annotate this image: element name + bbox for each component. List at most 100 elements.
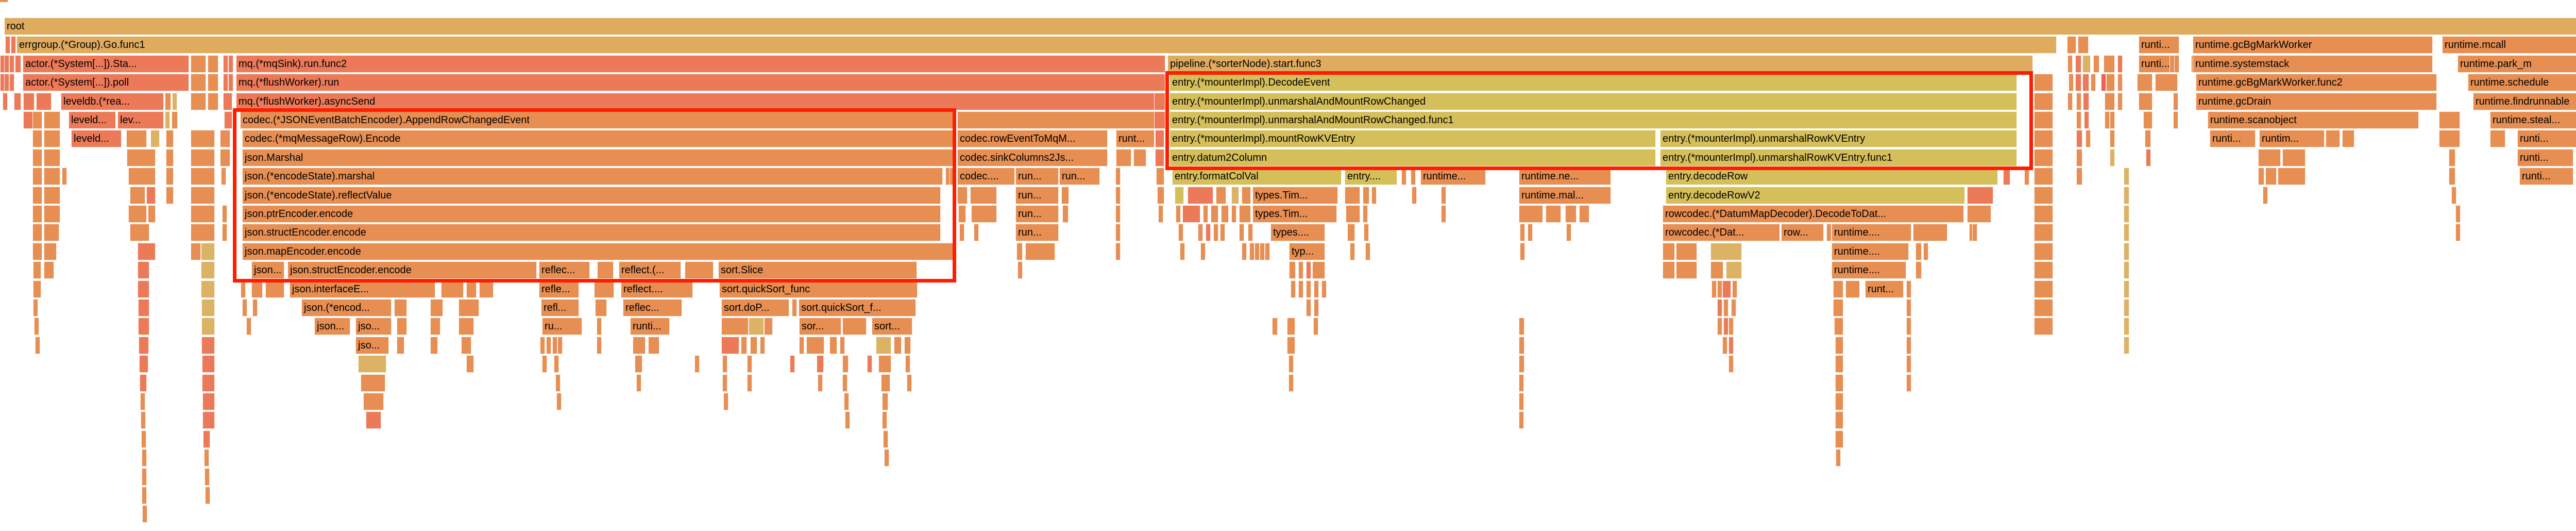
frame-bar[interactable] [2034,74,2053,92]
frame-bar[interactable] [1306,280,1311,298]
frame-bar[interactable]: runtime.mal... [1519,186,1611,204]
frame-bar[interactable]: json.Marshal [242,148,953,167]
frame-bar[interactable] [1723,318,1728,336]
frame-bar[interactable] [884,449,889,467]
frame-bar[interactable] [1115,168,1121,186]
frame-bar[interactable] [4,74,9,92]
frame-bar[interactable] [146,186,156,204]
frame-bar[interactable] [1717,280,1722,298]
frame-bar[interactable]: json.mapEncoder.encode [242,242,953,260]
frame-bar[interactable] [142,449,147,467]
frame-bar[interactable] [397,318,407,336]
frame-bar[interactable] [722,374,727,392]
frame-bar[interactable] [394,299,407,317]
frame-bar[interactable] [32,168,42,186]
frame-bar[interactable] [1115,224,1121,242]
frame-bar[interactable] [1115,242,1121,260]
frame-bar[interactable] [166,186,174,204]
frame-bar[interactable] [224,111,232,129]
frame-bar[interactable] [223,92,232,110]
frame-bar[interactable] [459,299,479,317]
frame-bar[interactable] [1200,242,1206,260]
frame-bar[interactable] [2124,242,2129,260]
frame-bar[interactable] [2086,130,2091,148]
frame-bar[interactable]: mq.(*mqSink).run.func2 [236,55,1165,73]
frame-bar[interactable]: run... [1015,186,1059,204]
frame-bar[interactable] [166,148,174,167]
frame-bar[interactable] [1676,261,1697,279]
frame-bar[interactable]: leveld... [69,111,116,129]
frame-bar[interactable] [1313,318,1318,336]
frame-bar[interactable] [867,355,872,373]
frame-bar[interactable] [881,374,890,392]
frame-bar[interactable] [1906,299,1911,317]
frame-bar[interactable] [2106,74,2115,92]
frame-bar[interactable] [818,374,823,392]
frame-bar[interactable] [241,280,246,298]
frame-bar[interactable] [35,336,40,354]
frame-bar[interactable] [2342,130,2354,148]
frame-bar[interactable] [1835,336,1843,354]
frame-bar[interactable] [33,261,41,279]
frame-bar[interactable]: row... [1781,224,1824,242]
frame-bar[interactable] [1156,168,1164,186]
frame-bar[interactable]: sort... [872,318,912,336]
frame-bar[interactable]: reflect.(... [619,261,681,279]
frame-bar[interactable] [430,318,440,336]
frame-bar[interactable]: run... [1015,168,1059,186]
frame-bar[interactable]: run... [1059,168,1100,186]
frame-bar[interactable]: refle... [539,280,579,298]
frame-bar[interactable] [191,224,215,242]
frame-bar[interactable] [228,74,233,92]
frame-bar[interactable] [204,449,209,467]
frame-bar[interactable] [1206,224,1211,242]
frame-bar[interactable] [1133,148,1146,167]
frame-bar[interactable] [205,468,210,486]
frame-bar[interactable] [205,487,210,504]
frame-bar[interactable] [208,92,218,110]
frame-bar[interactable] [34,318,39,336]
frame-bar[interactable] [9,55,14,73]
frame-bar[interactable] [878,355,891,373]
frame-bar[interactable] [1116,148,1131,167]
frame-bar[interactable] [2078,36,2089,54]
frame-bar[interactable]: jso... [355,336,389,354]
frame-bar[interactable] [1411,168,1416,186]
frame-bar[interactable] [1216,186,1226,204]
frame-bar[interactable] [2124,168,2129,186]
frame-bar[interactable] [1312,261,1325,279]
frame-bar[interactable]: entry.(*mounterImpl).unmarshalAndMountRo… [1170,92,2017,110]
frame-bar[interactable] [750,336,757,354]
frame-bar[interactable] [32,148,42,167]
frame-bar[interactable] [957,111,1162,129]
frame-bar[interactable] [1728,355,1734,373]
frame-bar[interactable] [1834,318,1843,336]
frame-bar[interactable] [1289,374,1294,392]
frame-bar[interactable] [1916,261,1922,279]
frame-bar[interactable] [2124,299,2129,317]
frame-bar[interactable] [1520,224,1525,242]
frame-bar[interactable] [44,205,60,223]
frame-bar[interactable]: types.Tim... [1252,205,1337,223]
frame-bar[interactable] [555,374,561,392]
frame-bar[interactable] [223,74,228,92]
frame-bar[interactable]: runtime.gcDrain [2196,92,2437,110]
frame-bar[interactable] [2034,205,2053,223]
frame-bar[interactable] [970,186,997,204]
frame-bar[interactable] [150,130,160,148]
frame-bar[interactable] [2326,130,2340,148]
frame-bar[interactable] [1546,205,1561,223]
frame-bar[interactable] [127,148,156,167]
frame-bar[interactable] [2083,92,2089,110]
frame-bar[interactable] [1211,205,1218,223]
frame-bar[interactable] [844,393,849,410]
frame-bar[interactable] [2110,148,2115,167]
frame-bar[interactable] [747,374,752,392]
frame-bar[interactable] [2265,168,2277,186]
frame-bar[interactable] [1519,318,1524,336]
frame-bar[interactable] [1412,186,1417,204]
frame-bar[interactable] [222,224,227,242]
frame-bar[interactable]: runtime.systemstack [2193,55,2433,73]
frame-bar[interactable] [1306,261,1311,279]
frame-bar[interactable] [2034,168,2053,186]
